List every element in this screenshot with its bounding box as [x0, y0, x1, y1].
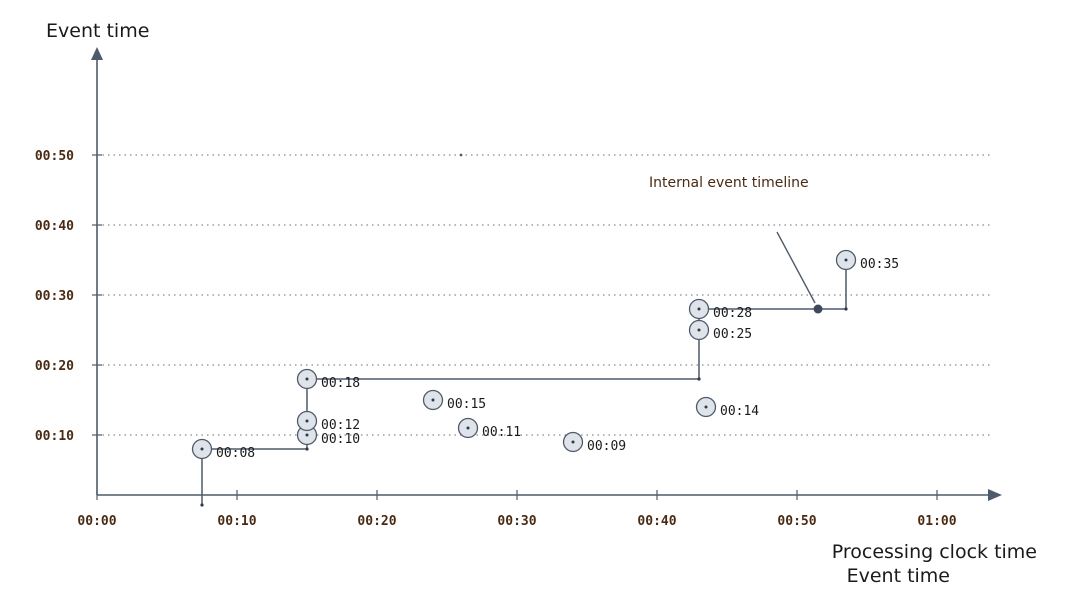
stray-point [459, 153, 463, 157]
data-point: 00:18 [296, 368, 360, 391]
data-point-label: 00:25 [713, 327, 752, 342]
x-tick-label: 00:40 [637, 514, 676, 529]
x-tick-label: 00:10 [217, 514, 256, 529]
data-point-label: 00:28 [713, 306, 752, 321]
data-point-dot [200, 447, 204, 451]
data-point-label: 00:09 [587, 439, 626, 454]
data-point: 00:35 [835, 249, 899, 272]
data-point-dot [305, 377, 309, 381]
x-tick-label: 01:00 [917, 514, 956, 529]
timeline-vertex [200, 503, 204, 507]
data-point: 00:14 [695, 396, 759, 419]
x-tick-label: 00:20 [357, 514, 396, 529]
data-point-dot [571, 440, 575, 444]
timeline-current-marker [813, 304, 823, 314]
data-point-label: 00:18 [321, 376, 360, 391]
data-point-dot [697, 307, 701, 311]
data-point-dot [305, 419, 309, 423]
data-point-label: 00:10 [321, 432, 360, 447]
data-point-label: 00:35 [860, 257, 899, 272]
y-tick-label: 00:50 [35, 149, 74, 164]
data-point: 00:08 [191, 438, 255, 461]
data-point-dot [305, 433, 309, 437]
data-point-dot [431, 398, 435, 402]
x-axis-title: Processing clock time [832, 541, 1037, 563]
timeline-vertex [305, 447, 309, 451]
y-tick-label: 00:30 [35, 289, 74, 304]
timeline-vertex [697, 377, 701, 381]
ticks: 00:10 00:20 00:30 00:40 00:50 00:00 00:10 00:20… [35, 149, 957, 529]
data-point-label: 00:15 [447, 397, 486, 412]
y-tick-label: 00:40 [35, 219, 74, 234]
y-tick-label: 00:10 [35, 429, 74, 444]
data-point: 00:25 [688, 319, 752, 342]
data-point: 00:11 [457, 417, 521, 440]
timeline-vertex [844, 307, 848, 311]
x-axis-subtitle: Event time [847, 565, 950, 587]
data-point: 00:28 [688, 298, 752, 321]
data-point-label: 00:14 [720, 404, 759, 419]
data-point-label: 00:12 [321, 418, 360, 433]
data-point-dot [844, 258, 848, 262]
data-point-dot [704, 405, 708, 409]
x-tick-label: 00:00 [77, 514, 116, 529]
x-axis-arrow-icon [988, 489, 1002, 501]
data-point-dot [466, 426, 470, 430]
y-axis-title: Event time [46, 20, 149, 42]
timeline-annotation: Internal event timeline [649, 175, 809, 191]
grid-lines [97, 154, 990, 436]
y-axis-arrow-icon [91, 47, 103, 60]
data-point: 00:15 [422, 389, 486, 412]
data-point-dot [697, 328, 701, 332]
axes [91, 47, 1002, 501]
data-point-label: 00:11 [482, 425, 521, 440]
x-tick-label: 00:50 [777, 514, 816, 529]
timeline-annotation-pointer [776, 231, 816, 304]
data-point: 00:12 [296, 410, 360, 433]
data-point: 00:09 [562, 431, 626, 454]
data-point-label: 00:08 [216, 446, 255, 461]
y-tick-label: 00:20 [35, 359, 74, 374]
x-tick-label: 00:30 [497, 514, 536, 529]
